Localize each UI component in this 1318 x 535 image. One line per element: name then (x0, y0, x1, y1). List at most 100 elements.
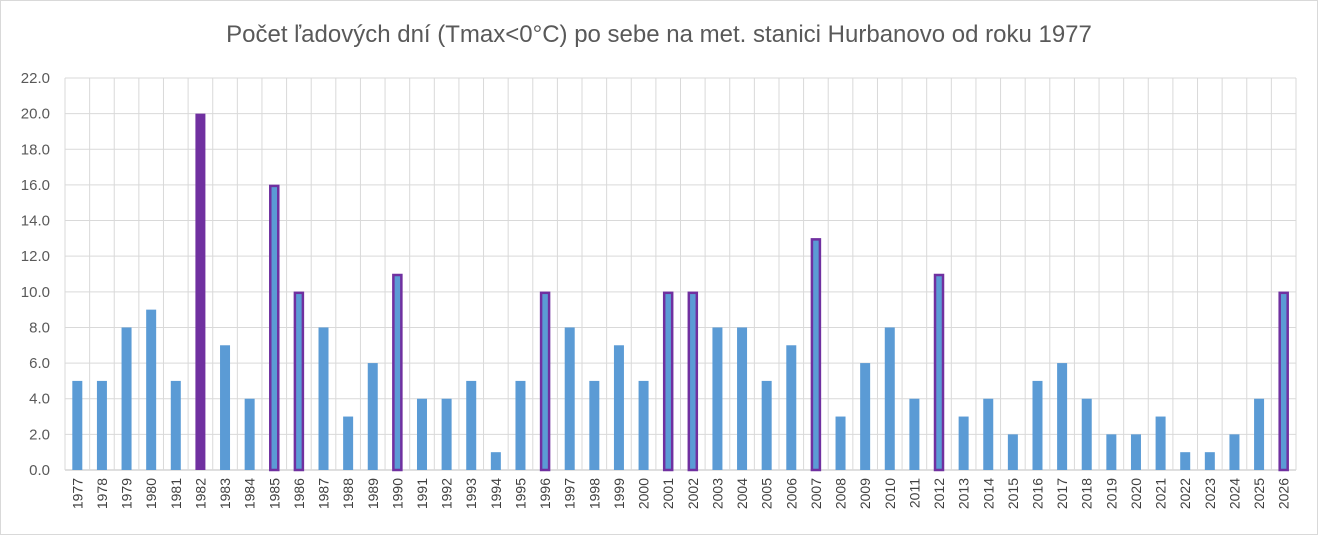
x-tick-label: 2003 (709, 478, 725, 509)
x-tick-label: 2002 (685, 478, 701, 509)
bar-1993 (466, 380, 477, 470)
y-tick-label: 0.0 (29, 462, 50, 479)
bar-2017 (1057, 363, 1068, 470)
x-tick-label: 1978 (94, 478, 110, 509)
bar-2011 (909, 398, 920, 470)
x-tick-label: 1993 (463, 478, 479, 509)
x-tick-label: 2006 (783, 478, 799, 509)
x-tick-label: 1987 (316, 478, 332, 509)
bar-2001 (662, 291, 674, 472)
bar-1982 (195, 113, 206, 471)
bars (72, 113, 1289, 472)
x-tick-label: 2000 (636, 478, 652, 509)
bar-1990 (392, 273, 403, 472)
x-tick-label: 1988 (340, 478, 356, 509)
y-tick-label: 6.0 (29, 355, 50, 372)
x-tick-label: 2001 (660, 478, 676, 509)
bar-2004 (737, 327, 748, 470)
bar-2018 (1081, 398, 1092, 470)
bar-2019 (1106, 434, 1117, 470)
y-tick-label: 20.0 (21, 106, 50, 123)
bar-1988 (343, 416, 354, 470)
y-axis-ticks: 0.0 2.0 4.0 6.0 8.0 10.0 12.0 14.0 16.0 18.0 20.0 2… (21, 70, 50, 479)
y-tick-label: 10.0 (21, 284, 50, 301)
x-tick-label: 2011 (906, 478, 922, 508)
x-tick-label: 2026 (1276, 478, 1292, 509)
bar-1983 (220, 345, 231, 470)
y-tick-label: 8.0 (29, 319, 50, 336)
bar-1980 (146, 309, 157, 470)
x-tick-label: 2014 (980, 478, 996, 509)
y-tick-label: 18.0 (21, 141, 50, 158)
bar-1991 (416, 398, 427, 470)
x-tick-label: 1983 (217, 478, 233, 509)
bar-1978 (96, 380, 107, 470)
x-tick-label: 2005 (759, 478, 775, 509)
bar-2007 (810, 238, 822, 472)
bar-1997 (564, 327, 575, 470)
x-tick-label: 1997 (562, 478, 578, 509)
bar-2012 (933, 273, 945, 472)
bar-1998 (589, 380, 600, 470)
bar-2015 (1007, 434, 1018, 470)
bar-2006 (786, 345, 797, 470)
bar-2022 (1180, 452, 1191, 470)
bar-2013 (958, 416, 969, 470)
bar-2026 (1278, 291, 1289, 472)
x-tick-label: 2008 (833, 478, 849, 509)
x-tick-label: 1979 (119, 478, 135, 509)
x-tick-label: 1992 (439, 478, 455, 509)
bar-2010 (884, 327, 895, 470)
bar-2005 (761, 380, 772, 470)
x-tick-label: 1985 (266, 478, 282, 509)
y-tick-label: 12.0 (21, 248, 50, 265)
x-tick-label: 1998 (586, 478, 602, 509)
bar-1994 (490, 452, 501, 470)
x-tick-label: 2009 (857, 478, 873, 509)
x-tick-label: 2015 (1005, 478, 1021, 509)
x-tick-label: 1989 (365, 478, 381, 509)
bar-1986 (293, 291, 305, 472)
x-tick-label: 2025 (1251, 478, 1267, 509)
x-tick-label: 1999 (611, 478, 627, 509)
x-tick-label: 1981 (168, 478, 184, 509)
y-tick-label: 4.0 (29, 391, 50, 408)
bar-1979 (121, 327, 132, 470)
bar-1977 (72, 380, 83, 470)
chart-title: Počet ľadových dní (Tmax<0°C) po sebe na… (226, 21, 1092, 48)
bar-2014 (983, 398, 994, 470)
bar-2008 (835, 416, 846, 470)
x-tick-label: 1982 (192, 478, 208, 509)
x-tick-label: 1996 (537, 478, 553, 509)
x-tick-label: 1984 (242, 478, 258, 509)
y-tick-label: 16.0 (21, 177, 50, 194)
x-tick-label: 1991 (414, 478, 430, 509)
bar-2020 (1130, 434, 1141, 470)
y-tick-label: 14.0 (21, 213, 50, 230)
bar-2023 (1204, 452, 1215, 470)
bar-1995 (515, 380, 526, 470)
y-tick-label: 22.0 (21, 70, 50, 87)
bar-1999 (613, 345, 624, 470)
bar-2003 (712, 327, 723, 470)
bar-1987 (318, 327, 329, 470)
bar-1996 (539, 291, 551, 472)
bar-1981 (170, 380, 181, 470)
x-tick-label: 1977 (69, 478, 85, 509)
bar-1989 (367, 363, 378, 470)
x-tick-label: 2018 (1079, 478, 1095, 509)
bar-2024 (1229, 434, 1240, 470)
x-tick-label: 1995 (512, 478, 528, 509)
bar-2021 (1155, 416, 1166, 470)
x-tick-label: 2022 (1177, 478, 1193, 509)
x-tick-label: 1986 (291, 478, 307, 509)
bar-2016 (1032, 380, 1043, 470)
x-tick-label: 2007 (808, 478, 824, 509)
x-tick-label: 2019 (1103, 478, 1119, 509)
bar-2009 (860, 363, 871, 470)
x-tick-label: 2020 (1128, 478, 1144, 509)
x-tick-label: 2013 (956, 478, 972, 509)
bar-2000 (638, 380, 649, 470)
